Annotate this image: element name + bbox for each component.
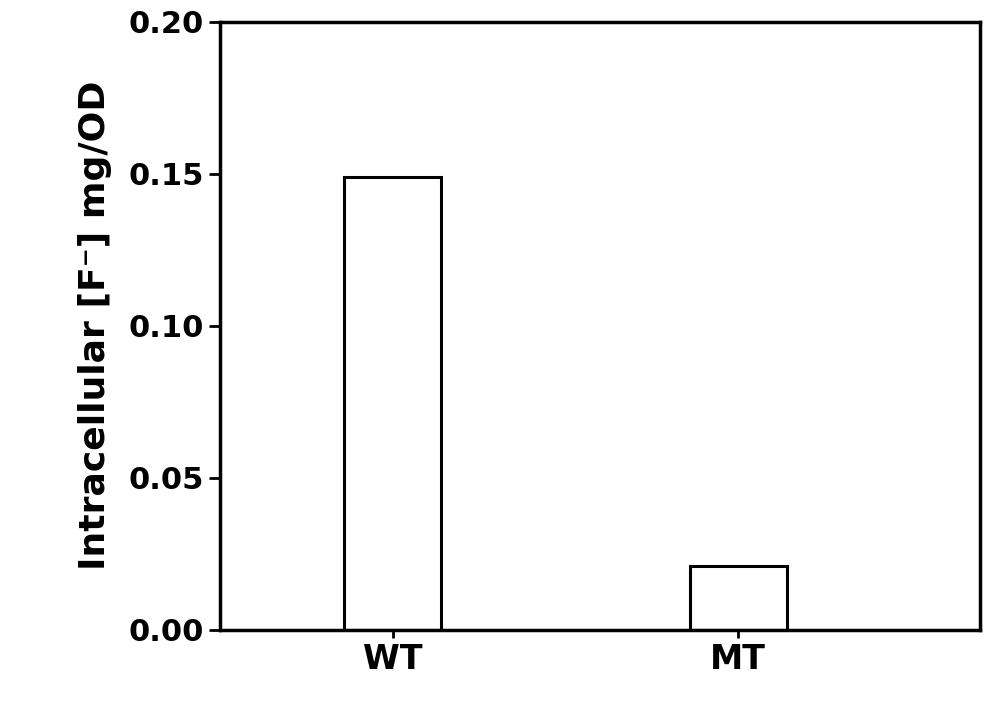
Y-axis label: Intracellular [F⁻] mg/OD: Intracellular [F⁻] mg/OD [78,81,112,571]
Bar [344,177,441,630]
Bar [690,566,787,630]
